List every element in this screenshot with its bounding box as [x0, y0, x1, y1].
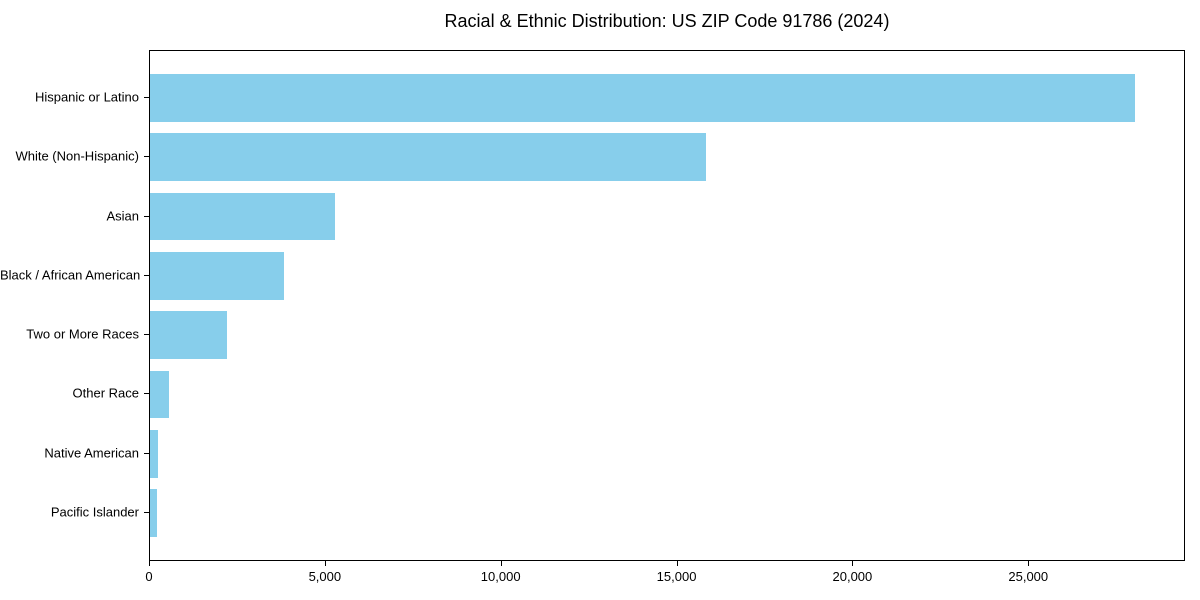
bar [150, 430, 159, 478]
y-tick [144, 334, 149, 336]
y-tick [144, 156, 149, 158]
y-axis-label: Native American [44, 445, 139, 461]
chart-title: Racial & Ethnic Distribution: US ZIP Cod… [444, 11, 890, 31]
y-axis-label: White (Non-Hispanic) [15, 148, 139, 164]
x-tick [149, 561, 150, 566]
y-tick [144, 393, 149, 395]
bar [150, 311, 228, 359]
y-tick [144, 215, 149, 217]
x-tick [500, 561, 502, 566]
x-tick [1028, 561, 1030, 566]
x-axis: 0 5,000 10,000 15,000 20,000 25,000 [145, 561, 1185, 599]
y-axis-label: Hispanic or Latino [34, 89, 139, 105]
x-tick-label: 10,000 [480, 569, 521, 584]
x-tick-label: 20,000 [832, 569, 873, 584]
y-axis-label: Asian [106, 208, 139, 223]
x-tick-label: 0 [145, 569, 153, 584]
bar [150, 370, 170, 419]
x-tick-label: 25,000 [1008, 569, 1049, 584]
bar [150, 252, 284, 300]
y-tick [144, 274, 149, 276]
y-axis-label: Black / African American [0, 267, 141, 283]
plot-area [149, 50, 1185, 561]
x-tick [324, 561, 326, 566]
bar [150, 74, 1135, 122]
x-tick [852, 561, 854, 566]
x-tick [676, 561, 678, 566]
y-axis-label: Pacific Islander [50, 504, 139, 520]
y-tick [144, 452, 149, 454]
y-axis: Hispanic or Latino White (Non-Hispanic) As… [0, 50, 149, 561]
x-tick-label: 15,000 [656, 569, 697, 584]
y-tick [144, 96, 149, 98]
bar [150, 489, 158, 537]
y-tick [144, 512, 149, 514]
bar [150, 133, 706, 181]
x-tick-label: 5,000 [308, 569, 342, 584]
y-axis-label: Two or More Races [26, 326, 139, 342]
y-axis-label: Other Race [72, 385, 139, 401]
bar [150, 192, 335, 241]
